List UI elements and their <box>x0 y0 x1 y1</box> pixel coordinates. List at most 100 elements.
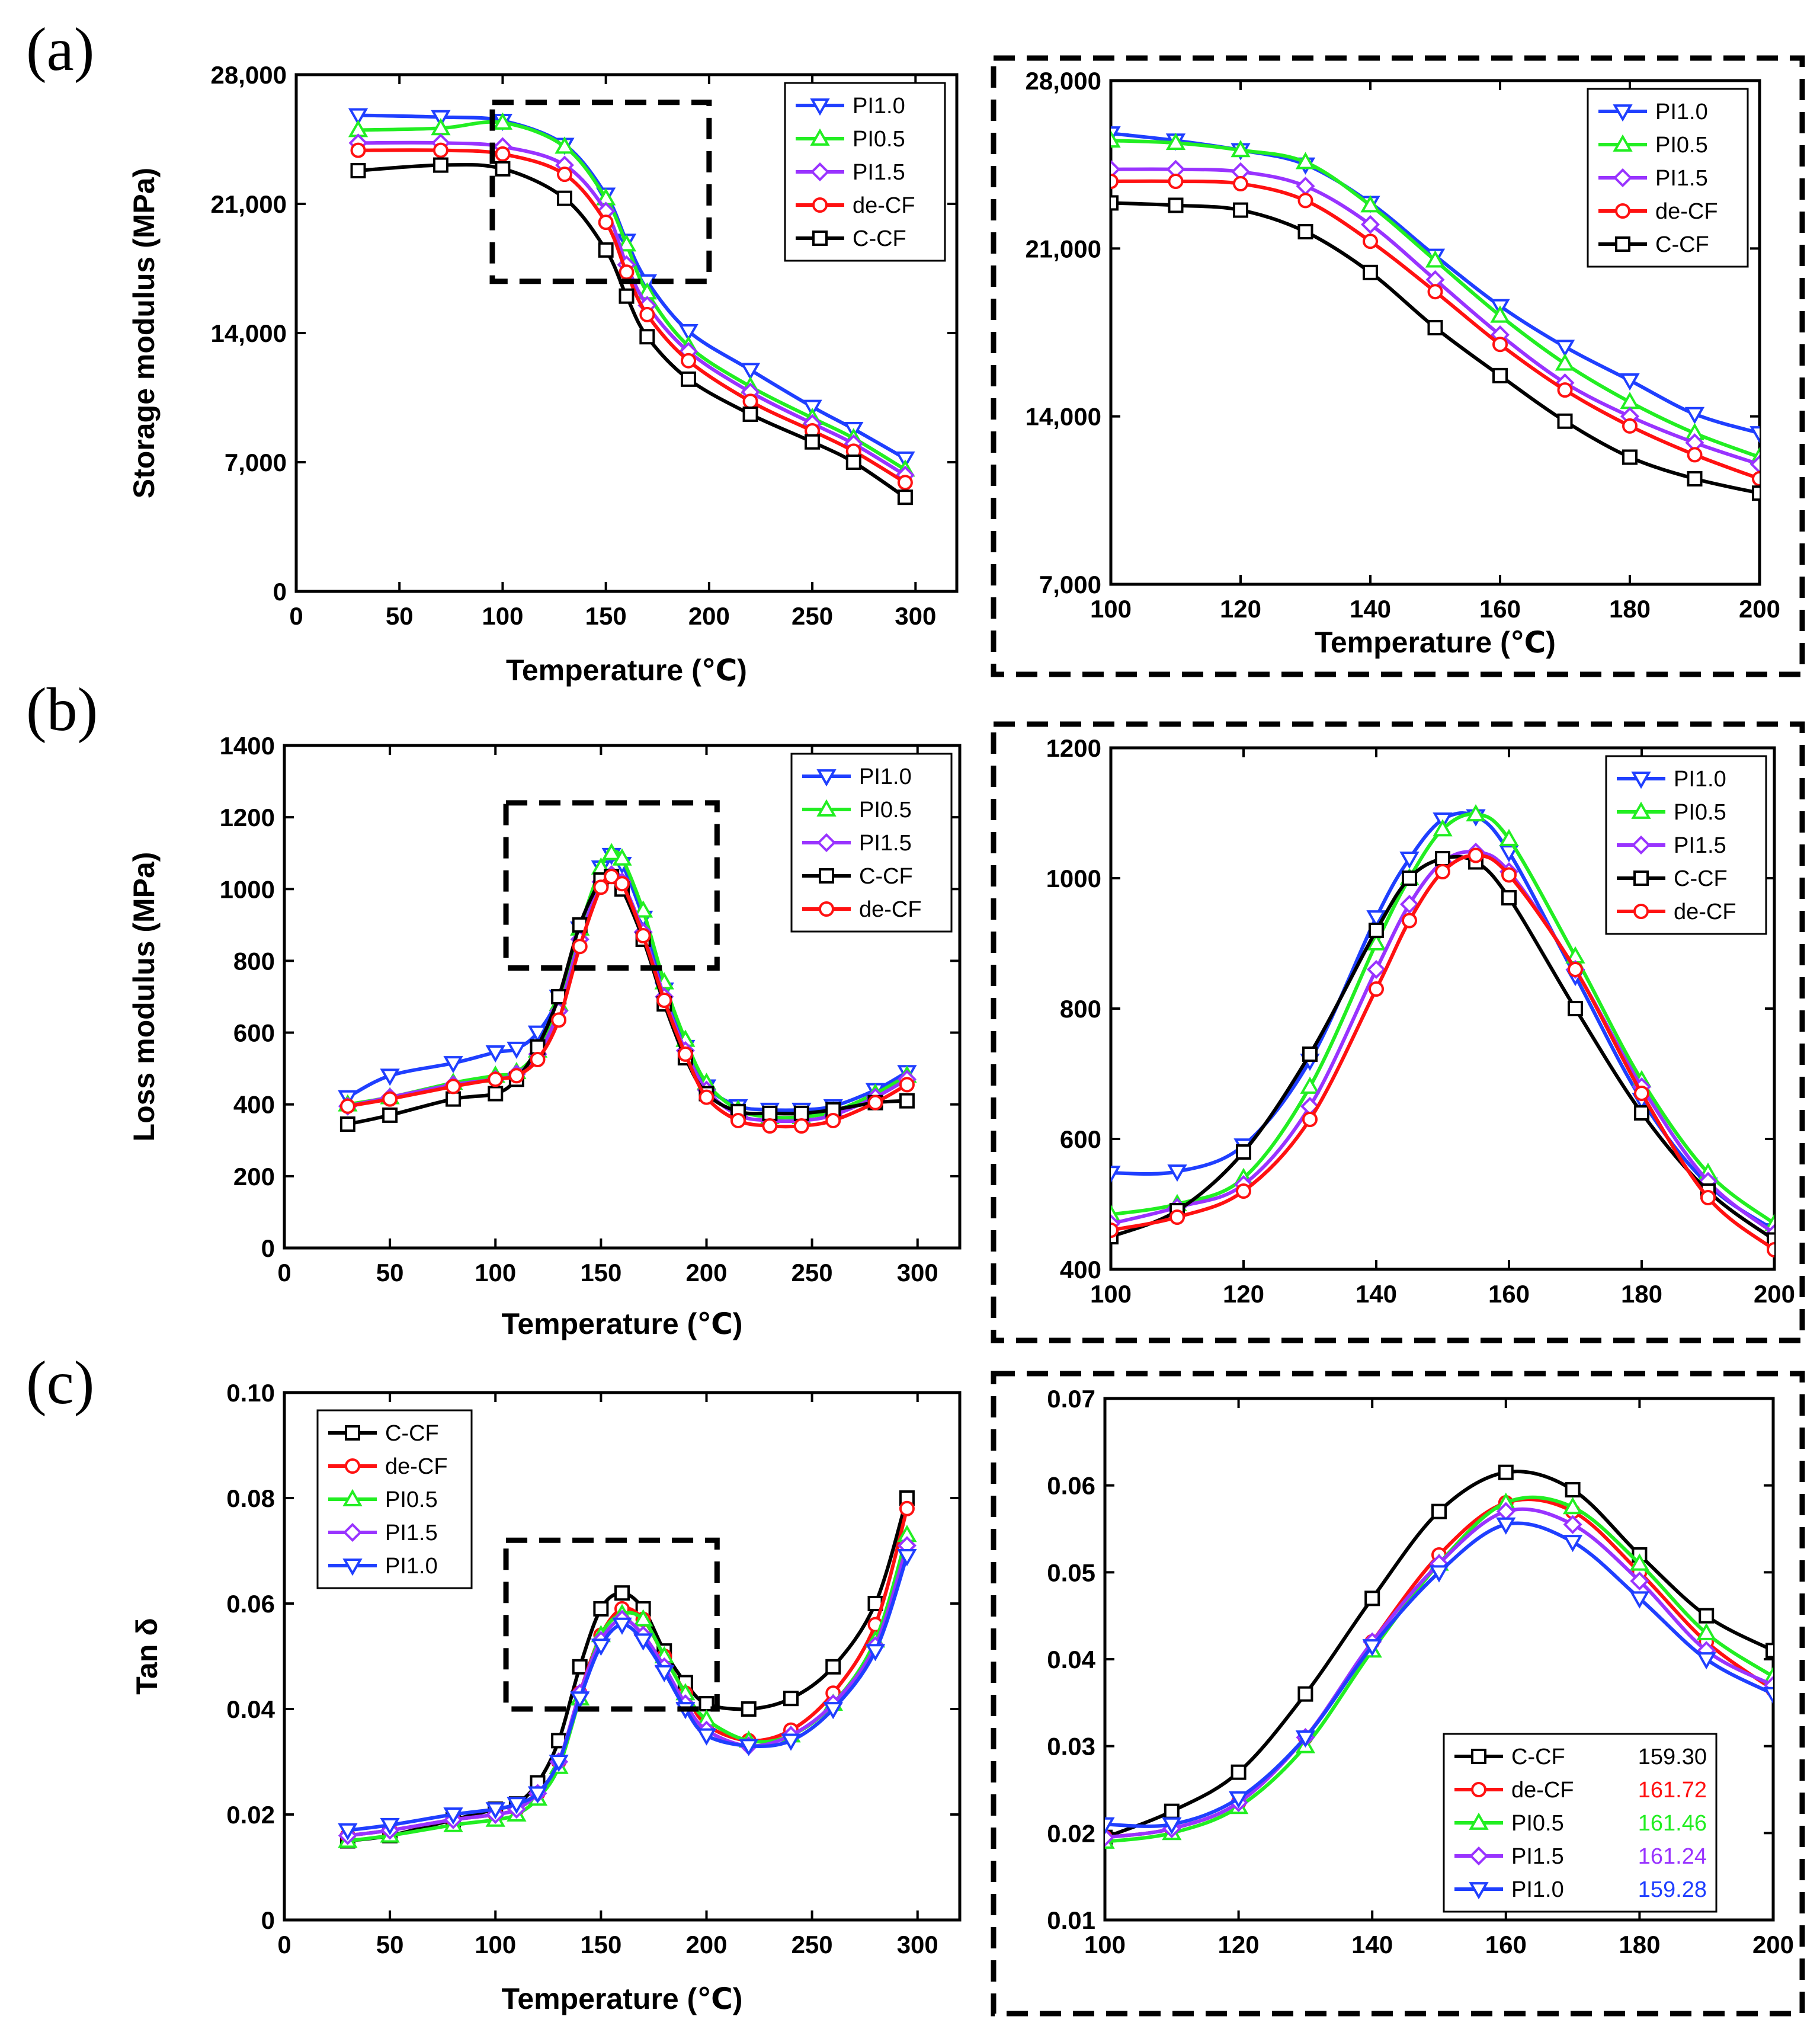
marker-c-cf <box>446 1091 461 1107</box>
marker-de-cf <box>677 1046 693 1062</box>
marker-c-cf <box>805 434 821 450</box>
marker-pi1-0 <box>612 1617 632 1635</box>
legend-marker-pi1-5 <box>1469 1846 1489 1866</box>
marker-c-cf <box>1498 1464 1514 1480</box>
y-tick-label: 0.04 <box>1047 1646 1095 1673</box>
legend-label-pi1-5: PI1.5 <box>1511 1844 1564 1869</box>
marker-de-cf <box>1168 174 1184 189</box>
legend: C-CF 159.30 de-CF 161.72 PI0.5 161.46 PI1.5 161… <box>1443 1733 1718 1913</box>
x-tick-label: 300 <box>897 1931 938 1958</box>
legend-marker-pi1-0 <box>1613 104 1633 122</box>
x-tick-label: 0 <box>277 1931 291 1958</box>
y-tick-label: 0.05 <box>1047 1558 1095 1586</box>
zoom-region-box <box>503 800 720 971</box>
peak-value-pi1-5: 161.24 <box>1638 1844 1707 1869</box>
plot-area <box>338 843 917 1134</box>
x-tick-label: 200 <box>1739 595 1780 623</box>
marker-de-cf <box>488 1071 504 1087</box>
zoom-frame-b <box>991 721 1805 1343</box>
marker-pi0-5 <box>1231 140 1251 158</box>
marker-c-cf <box>1565 1482 1581 1497</box>
marker-de-cf <box>1302 1112 1318 1127</box>
marker-de-cf <box>1622 418 1638 434</box>
marker-de-cf <box>730 1112 746 1128</box>
marker-c-cf <box>1435 851 1450 866</box>
y-tick-label: 1200 <box>1046 734 1101 762</box>
marker-pi0-5 <box>633 900 653 918</box>
plot-area <box>338 1490 917 1849</box>
x-tick-label: 100 <box>1090 595 1132 623</box>
marker-de-cf <box>530 1052 546 1067</box>
marker-pi0-5 <box>1490 305 1510 323</box>
marker-c-cf <box>1557 413 1573 429</box>
plot-frame <box>283 1391 962 1922</box>
peak-value-c-cf: 159.30 <box>1638 1745 1707 1769</box>
marker-pi1-0 <box>696 1728 717 1746</box>
legend-label-de-cf: de-CF <box>859 897 922 922</box>
marker-pi1-0 <box>1429 1565 1449 1583</box>
marker-de-cf <box>1687 447 1703 463</box>
marker-pi1-0 <box>1111 1166 1121 1183</box>
x-tick-label: 150 <box>580 1259 621 1286</box>
marker-c-cf <box>1369 923 1384 938</box>
marker-pi0-5 <box>1629 1553 1650 1571</box>
marker-pi1-0 <box>380 1817 400 1836</box>
y-tick-label: 600 <box>1060 1125 1101 1153</box>
legend-marker-de-cf <box>1615 203 1630 219</box>
marker-c-cf <box>742 407 758 423</box>
legend-marker-pi0-5 <box>1469 1812 1489 1830</box>
marker-pi1-0 <box>678 324 698 342</box>
marker-c-cf <box>1111 195 1119 211</box>
y-tick-label: 28,000 <box>1026 67 1101 95</box>
tan-delta-chart: 0 50 100 150 200 250 300 0 0.02 0.04 0.06 0.08 0.10 T… <box>130 1379 962 2015</box>
legend-marker-de-cf <box>819 901 834 917</box>
marker-pi1-0 <box>1684 407 1705 424</box>
plot-area <box>348 108 915 505</box>
y-tick-label: 600 <box>233 1019 275 1047</box>
x-tick-label: 100 <box>1084 1931 1126 1958</box>
y-tick-label: 1200 <box>220 804 275 831</box>
legend-marker-c-cf <box>345 1425 360 1441</box>
y-tick-label: 0.02 <box>1047 1819 1095 1847</box>
marker-de-cf <box>446 1078 461 1094</box>
legend-marker-c-cf <box>819 868 834 884</box>
y-tick-label: 0 <box>261 1906 275 1934</box>
legend-marker-pi1-0 <box>816 769 837 787</box>
marker-pi1-0 <box>380 1068 400 1086</box>
legend-marker-pi0-5 <box>342 1489 363 1506</box>
marker-de-cf <box>619 264 635 280</box>
y-tick-label: 0.06 <box>226 1590 275 1618</box>
x-tick-label: 50 <box>386 602 414 630</box>
marker-c-cf <box>1431 1503 1447 1519</box>
legend-label-c-cf: C-CF <box>1674 866 1728 891</box>
marker-pi1-5 <box>1630 1571 1649 1591</box>
marker-de-cf <box>639 306 655 322</box>
y-tick-label: 14,000 <box>211 319 287 347</box>
marker-pi0-5 <box>1499 828 1519 846</box>
zoom-frame-a <box>991 55 1805 677</box>
x-axis-title: Temperature (℃) <box>1315 626 1556 659</box>
x-tick-label: 250 <box>792 602 833 630</box>
marker-de-cf <box>508 1068 524 1084</box>
y-tick-label: 28,000 <box>211 61 287 89</box>
x-tick-label: 140 <box>1351 1931 1393 1958</box>
marker-pi1-0 <box>338 1823 358 1841</box>
plot-area <box>1111 126 1760 501</box>
x-axis-title: Temperature (℃) <box>506 654 747 687</box>
marker-pi0-5 <box>616 234 637 252</box>
marker-c-cf <box>762 1105 778 1121</box>
marker-pi1-0 <box>591 1638 611 1656</box>
x-tick-label: 50 <box>376 1259 404 1286</box>
marker-de-cf <box>825 1112 841 1128</box>
legend-marker-pi1-5 <box>1613 168 1633 188</box>
marker-pi1-0 <box>1629 1591 1650 1609</box>
legend-label-c-cf: C-CF <box>859 864 913 889</box>
x-tick-label: 50 <box>376 1931 404 1958</box>
legend-label-pi0-5: PI0.5 <box>385 1487 438 1512</box>
marker-pi1-0 <box>527 1786 548 1804</box>
marker-c-cf <box>339 1116 355 1132</box>
marker-de-cf <box>867 1094 883 1110</box>
marker-de-cf <box>1363 233 1378 249</box>
legend-label-pi1-5: PI1.5 <box>853 160 905 185</box>
marker-de-cf <box>1369 981 1384 997</box>
